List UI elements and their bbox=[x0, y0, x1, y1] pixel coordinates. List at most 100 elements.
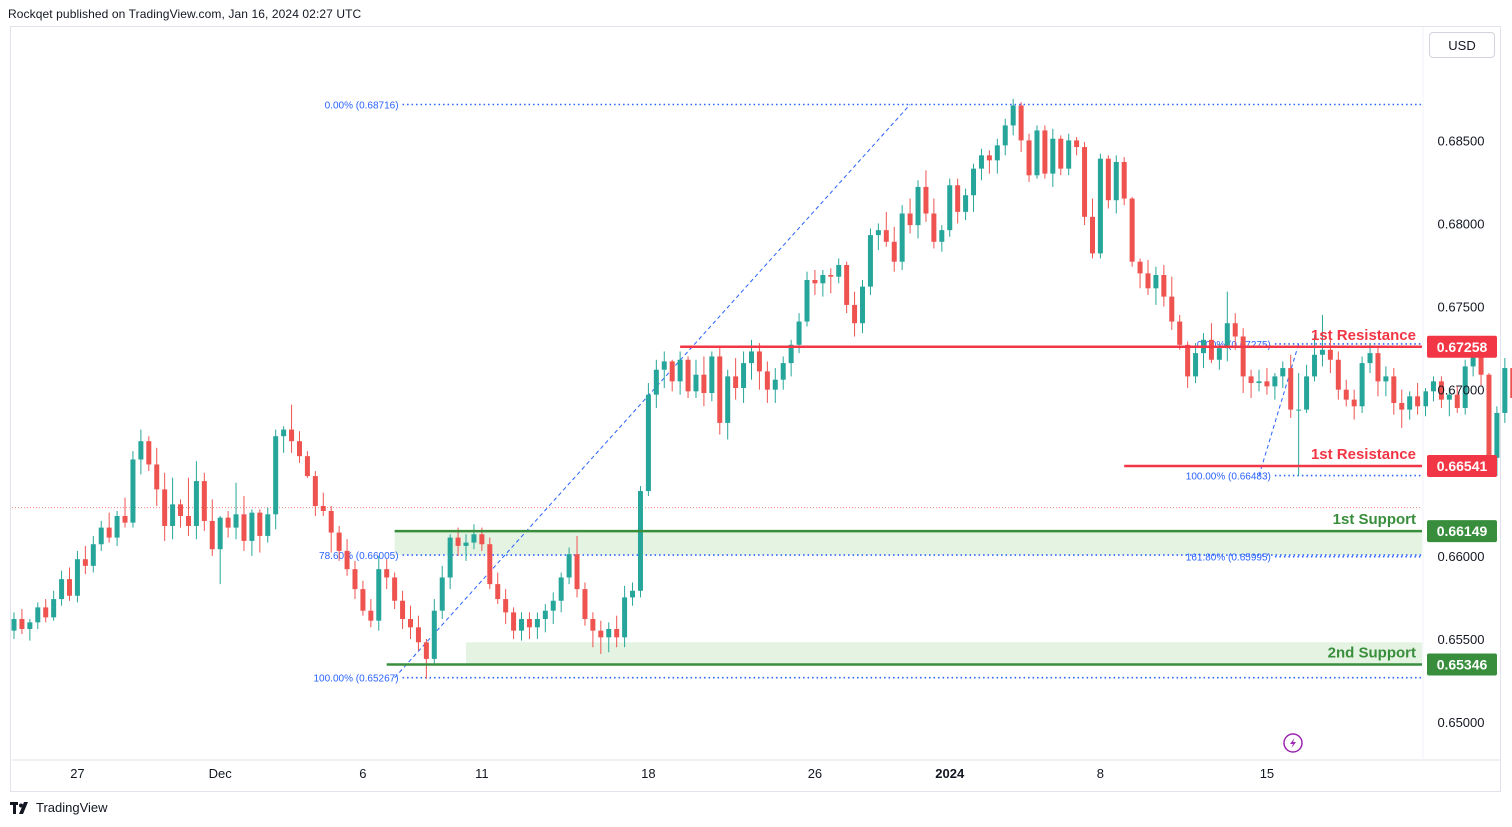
candle-body bbox=[915, 186, 921, 226]
candle-body bbox=[1423, 391, 1429, 407]
candle-body bbox=[1415, 396, 1421, 407]
candle-body bbox=[812, 279, 818, 284]
candle-body bbox=[1486, 374, 1492, 458]
candle-body bbox=[170, 504, 176, 526]
candle-body bbox=[772, 379, 778, 390]
support-price-tag bbox=[1427, 653, 1497, 676]
candle-body bbox=[312, 476, 318, 507]
candle-body bbox=[1446, 394, 1452, 400]
chart-overlays bbox=[1283, 27, 1424, 760]
candle-body bbox=[804, 279, 810, 322]
candle-body bbox=[1391, 376, 1397, 403]
candle-body bbox=[495, 584, 501, 600]
candle-body bbox=[368, 610, 374, 621]
candle-body bbox=[67, 579, 73, 596]
fib-level-label: 0.00% (0.67275) bbox=[1197, 340, 1271, 351]
candle-body bbox=[1185, 344, 1191, 377]
candle-body bbox=[1002, 125, 1008, 146]
resistance-name-label: 1st Resistance bbox=[1311, 327, 1416, 344]
candle-body bbox=[281, 429, 287, 437]
candle-body bbox=[423, 642, 429, 659]
candle-body bbox=[1137, 261, 1143, 274]
candle-body bbox=[1129, 198, 1135, 262]
candle-body bbox=[947, 185, 953, 231]
candle-body bbox=[257, 512, 263, 536]
candle-body bbox=[1010, 105, 1016, 126]
candle-body bbox=[534, 619, 540, 628]
candle-body bbox=[614, 628, 620, 638]
candle-body bbox=[1343, 389, 1349, 400]
time-axis: 27 Dec 6 11 18 26 2024 8 15 bbox=[12, 759, 1500, 781]
candle-body bbox=[931, 213, 937, 242]
candle-body bbox=[891, 241, 897, 262]
candle-body bbox=[1248, 376, 1254, 384]
price-tick-label: 0.68000 bbox=[1438, 216, 1485, 231]
candle-body bbox=[542, 610, 548, 620]
candle-body bbox=[1224, 323, 1230, 349]
candle-body bbox=[447, 537, 453, 578]
candle-body bbox=[328, 510, 334, 533]
time-tick-label: 27 bbox=[70, 766, 84, 781]
candle-body bbox=[1026, 140, 1032, 176]
chart-frame bbox=[10, 26, 1501, 792]
candle-body bbox=[400, 600, 406, 620]
candle-body bbox=[1121, 161, 1127, 199]
candle-body bbox=[709, 356, 715, 393]
footer-branding[interactable]: TradingView bbox=[10, 800, 108, 815]
support-name-label: 1st Support bbox=[1333, 511, 1416, 528]
candle-body bbox=[1319, 349, 1325, 355]
price-tick-label: 0.65500 bbox=[1438, 632, 1485, 647]
candle-body bbox=[1208, 339, 1214, 360]
candle-body bbox=[1066, 140, 1072, 169]
candle-body bbox=[788, 344, 794, 364]
candle-body bbox=[1153, 275, 1159, 289]
support-price-label: 0.66149 bbox=[1437, 523, 1488, 539]
price-tick-label: 0.67500 bbox=[1438, 300, 1485, 315]
candle-body bbox=[217, 517, 223, 550]
support-name-label: 2nd Support bbox=[1328, 645, 1416, 662]
candle-body bbox=[503, 599, 509, 613]
candle-body bbox=[1074, 140, 1080, 148]
candle-body bbox=[344, 550, 350, 570]
candle-body bbox=[1145, 273, 1151, 289]
candle-body bbox=[455, 537, 461, 546]
candle-body bbox=[1399, 402, 1405, 410]
candle-body bbox=[1058, 138, 1064, 169]
support-zones bbox=[394, 531, 1422, 665]
candle-body bbox=[1113, 161, 1119, 201]
candle-body bbox=[106, 527, 112, 538]
candle-body bbox=[1050, 138, 1056, 174]
candle-body bbox=[661, 361, 667, 370]
candle-body bbox=[860, 286, 866, 324]
candle-body bbox=[637, 491, 643, 591]
candle-body bbox=[122, 515, 128, 523]
candle-body bbox=[978, 155, 984, 169]
candle-body bbox=[1454, 394, 1460, 408]
fibonacci-drawings: 0.00% (0.68716) 78.60% (0.66005) 100.00% (… bbox=[313, 100, 1422, 685]
candle-body bbox=[764, 371, 770, 390]
candle-body bbox=[82, 559, 88, 566]
candle-body bbox=[415, 627, 421, 643]
resistance-name-label: 1st Resistance bbox=[1311, 446, 1416, 463]
candle-body bbox=[408, 619, 413, 628]
price-tick-label: 0.66000 bbox=[1438, 549, 1485, 564]
candle-body bbox=[90, 544, 96, 566]
candle-body bbox=[74, 559, 80, 596]
candle-body bbox=[796, 321, 802, 345]
currency-button[interactable]: USD bbox=[1429, 32, 1495, 58]
fib-level-label: 100.00% (0.66483) bbox=[1186, 472, 1271, 483]
candle-body bbox=[249, 512, 255, 541]
price-tick-label: 0.68500 bbox=[1438, 133, 1485, 148]
candle-body bbox=[27, 622, 33, 629]
candle-body bbox=[1478, 356, 1484, 375]
time-tick-label: 18 bbox=[641, 766, 655, 781]
candle-body bbox=[431, 610, 437, 659]
candle-body bbox=[1375, 353, 1381, 382]
candle-body bbox=[717, 356, 723, 423]
candle-body bbox=[201, 481, 207, 521]
support-zone bbox=[466, 642, 1422, 665]
candle-body bbox=[725, 376, 731, 423]
resistance-price-tag bbox=[1427, 335, 1497, 358]
fib-level-label: 161.80% (0.65995) bbox=[1186, 553, 1271, 564]
